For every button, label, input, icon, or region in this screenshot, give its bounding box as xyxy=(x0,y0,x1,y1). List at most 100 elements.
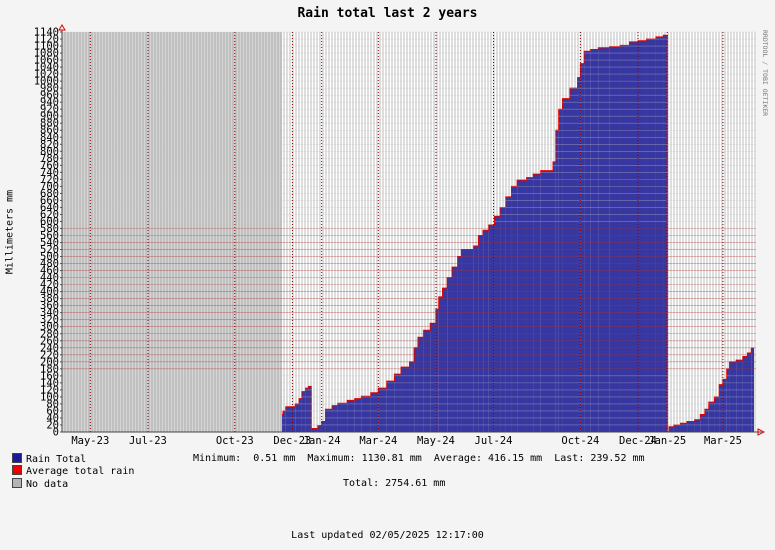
x-tick-label: Dec-24 xyxy=(619,435,657,447)
y-tick-label: 140 xyxy=(40,377,59,389)
y-tick-label: 1100 xyxy=(34,41,59,53)
y-tick-label: 480 xyxy=(40,258,59,270)
rain-total-bar xyxy=(540,170,553,432)
x-tick-label: Oct-23 xyxy=(216,435,254,447)
y-tick-label: 320 xyxy=(40,314,59,326)
rain-total-bar xyxy=(562,98,570,433)
rain-total-bar xyxy=(569,88,578,432)
legend-label-no-data: No data xyxy=(26,479,69,490)
rain-total-bar xyxy=(473,246,479,432)
rain-total-bar xyxy=(423,330,431,432)
legend-average: Average total rain xyxy=(12,465,134,477)
x-axis-arrow xyxy=(757,428,766,436)
legend-no-data: No data xyxy=(12,478,68,490)
rain-total-bar xyxy=(417,337,424,432)
y-axis-arrow xyxy=(58,24,66,31)
y-tick-label: 200 xyxy=(40,356,59,368)
chart-title: Rain total last 2 years xyxy=(297,6,478,21)
rain-total-bar xyxy=(700,414,706,432)
y-tick-label: 380 xyxy=(40,293,59,305)
rain-total-bar xyxy=(637,40,647,432)
rain-total-bar xyxy=(580,63,585,432)
y-tick-label: 760 xyxy=(40,160,59,172)
rain-total-outline xyxy=(282,34,754,433)
rain-total-bar xyxy=(747,353,752,432)
y-tick-label: 920 xyxy=(40,104,59,116)
rain-total-bar xyxy=(669,426,674,432)
y-tick-label: 900 xyxy=(40,111,59,123)
rain-total-bar xyxy=(505,196,512,432)
y-tick-label: 860 xyxy=(40,125,59,137)
rain-total-bar xyxy=(708,402,715,432)
y-tick-label: 500 xyxy=(40,251,59,263)
rain-total-bar xyxy=(629,41,638,433)
rain-total-bar xyxy=(354,398,362,432)
y-tick-label: 680 xyxy=(40,188,59,200)
y-tick-label: 620 xyxy=(40,209,59,221)
y-tick-label: 540 xyxy=(40,237,59,249)
y-tick-label: 100 xyxy=(40,391,59,403)
legend-rain-total: Rain Total xyxy=(12,453,86,465)
rain-total-bar xyxy=(361,396,371,432)
stats-total: Total: 2754.61 mm xyxy=(343,478,446,489)
y-tick-label: 0 xyxy=(53,427,59,439)
rain-total-bar xyxy=(400,367,410,432)
rain-total-bar xyxy=(722,379,727,432)
rain-total-bar xyxy=(282,414,283,432)
y-tick-label: 60 xyxy=(46,405,59,417)
rain-total-bar xyxy=(332,405,338,432)
rain-total-bar xyxy=(435,309,439,432)
legend-swatch-rain-total xyxy=(12,453,22,463)
legend-label-average: Average total rain xyxy=(26,466,135,477)
x-tick-label: Jan-25 xyxy=(648,435,686,447)
rain-total-bar xyxy=(584,51,591,432)
rain-total-bar xyxy=(347,400,355,432)
x-tick-label: Mar-24 xyxy=(359,435,397,447)
rain-total-bar xyxy=(370,392,379,432)
x-tick-label: Mar-25 xyxy=(704,435,742,447)
rain-total-bar xyxy=(590,49,599,433)
y-tick-label: 660 xyxy=(40,195,59,207)
rain-total-bar xyxy=(488,224,495,432)
rain-total-bar xyxy=(736,360,743,432)
y-tick-label: 940 xyxy=(40,97,59,109)
rain-total-bar xyxy=(394,374,401,432)
y-tick-label: 700 xyxy=(40,181,59,193)
y-tick-label: 120 xyxy=(40,384,59,396)
rain-total-bar xyxy=(552,161,556,432)
rain-total-bar xyxy=(457,256,462,432)
y-tick-label: 80 xyxy=(46,398,59,410)
y-tick-label: 1140 xyxy=(34,27,59,39)
x-tick-label: Jan-24 xyxy=(303,435,341,447)
y-tick-label: 160 xyxy=(40,370,59,382)
y-tick-label: 360 xyxy=(40,300,59,312)
rain-total-bar xyxy=(719,384,723,432)
rain-total-bar xyxy=(337,403,348,432)
rain-total-bar xyxy=(620,45,630,432)
rain-total-bar xyxy=(438,296,443,432)
rain-total-bar xyxy=(282,410,286,432)
rain-total-bar xyxy=(321,421,326,432)
legend-label-rain-total: Rain Total xyxy=(26,454,87,465)
y-tick-label: 20 xyxy=(46,419,59,431)
stats-line: Minimum: 0.51 mm Maximum: 1130.81 mm Ave… xyxy=(193,453,645,464)
rain-total-bar xyxy=(680,423,688,432)
rain-total-bar xyxy=(655,36,664,432)
x-tick-label: Jul-23 xyxy=(129,435,167,447)
rain-total-bar xyxy=(430,323,436,432)
x-tick-label: Oct-24 xyxy=(561,435,599,447)
y-tick-label: 220 xyxy=(40,349,59,361)
rain-total-bar xyxy=(609,46,621,432)
y-tick-label: 300 xyxy=(40,321,59,333)
y-tick-label: 780 xyxy=(40,153,59,165)
rain-total-bar xyxy=(378,388,387,432)
y-tick-label: 640 xyxy=(40,202,59,214)
rain-total-bar xyxy=(305,388,309,432)
rain-total-bar xyxy=(517,180,527,432)
rain-total-bar xyxy=(673,424,681,432)
x-tick-label: Jul-24 xyxy=(475,435,513,447)
x-tick-label: May-24 xyxy=(417,435,455,447)
y-tick-label: 800 xyxy=(40,146,59,158)
y-tick-label: 460 xyxy=(40,265,59,277)
